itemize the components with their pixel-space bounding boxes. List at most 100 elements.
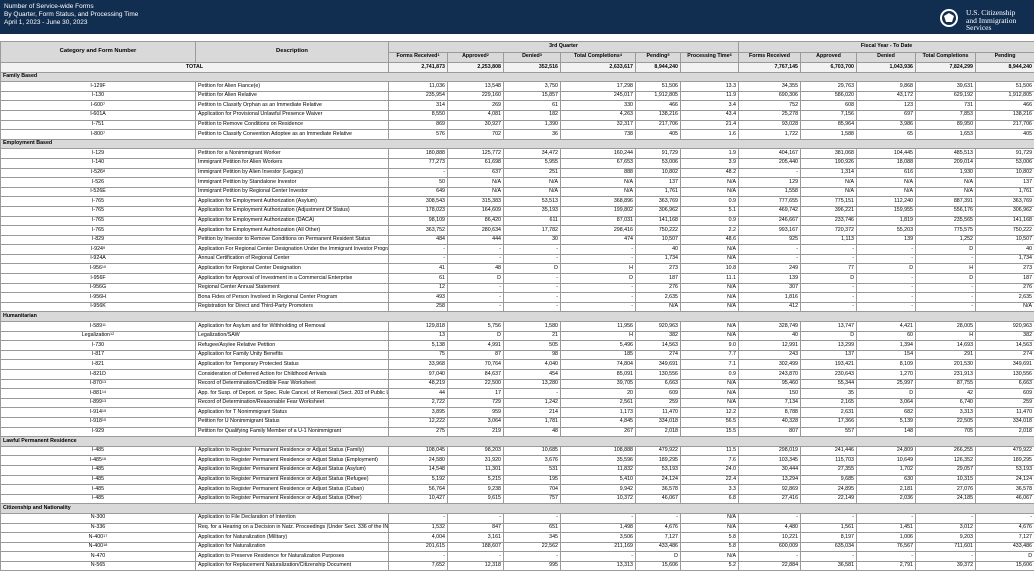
cell: D <box>801 274 857 284</box>
description: Application for Naturalization <box>196 542 389 552</box>
cell: 9,615 <box>448 494 504 504</box>
cell: - <box>916 552 976 562</box>
form: I-485 <box>90 457 102 463</box>
cell: 2,722 <box>389 398 448 408</box>
column-header: Processing Time6 <box>681 52 739 63</box>
form: I-929 <box>92 428 104 434</box>
cell <box>681 63 739 73</box>
cell: 130,556 <box>636 370 681 380</box>
form-number: I-87013 <box>1 379 196 389</box>
title-line: Number of Service-wide Forms <box>4 3 138 11</box>
cell: 1,498 <box>561 523 636 533</box>
cell: 85,091 <box>561 370 636 380</box>
description: Petition to Classify Convention Adoptee … <box>196 130 389 140</box>
agency-line: Services <box>966 24 1016 32</box>
form: I-485 <box>92 486 104 492</box>
cell: 269 <box>448 101 504 111</box>
cell: N/A <box>681 178 739 188</box>
cell: 266,255 <box>916 446 976 456</box>
cell: 1,816 <box>739 293 801 303</box>
cell: 137 <box>636 178 681 188</box>
cell: 24,185 <box>916 494 976 504</box>
cell: 3,064 <box>857 398 916 408</box>
cell: 1,722 <box>739 130 801 140</box>
form: I-140 <box>92 159 104 165</box>
form: I-129 <box>92 150 104 156</box>
cell: 920,963 <box>976 322 1034 332</box>
cell: 291 <box>916 350 976 360</box>
cell: - <box>561 552 636 562</box>
cell: - <box>504 513 561 523</box>
cell: 1.6 <box>681 130 739 140</box>
cell: 474 <box>561 235 636 245</box>
cell: 5,138 <box>389 341 448 351</box>
cell: 139 <box>857 235 916 245</box>
cell: - <box>389 245 448 255</box>
cell: 70,764 <box>448 360 504 370</box>
cell: 11,956 <box>561 322 636 332</box>
cell: - <box>504 552 561 562</box>
cell: - <box>504 283 561 293</box>
cell: N/A <box>916 187 976 197</box>
form-number: N-300 <box>1 513 196 523</box>
form-number: I-765 <box>1 206 196 216</box>
description: Application for Regional Center Designat… <box>196 264 389 274</box>
cell: 3,012 <box>916 523 976 533</box>
cell: 30,444 <box>739 465 801 475</box>
cell: N/A <box>681 187 739 197</box>
cell: 14,563 <box>636 341 681 351</box>
cell: 1,761 <box>976 187 1034 197</box>
cell: - <box>504 293 561 303</box>
section-title: Citizenship and Nationality <box>1 504 1034 514</box>
cell: 10.8 <box>681 264 739 274</box>
cell: 9,868 <box>857 82 916 92</box>
cell: 29,057 <box>916 465 976 475</box>
cell: - <box>389 513 448 523</box>
form-number: I-6007 <box>1 101 196 111</box>
cell: 711,601 <box>916 542 976 552</box>
cell: 25,997 <box>857 379 916 389</box>
cell: - <box>857 513 916 523</box>
cell: 959 <box>448 408 504 418</box>
form-number: I-956K <box>1 302 196 312</box>
cell: 29,763 <box>801 82 857 92</box>
cell: 27,076 <box>916 485 976 495</box>
cell: 847 <box>448 523 504 533</box>
cell: 479,922 <box>636 446 681 456</box>
cell: 1,734 <box>976 254 1034 264</box>
description: Immigrant Petition by Alien Investor (Le… <box>196 168 389 178</box>
footnote-mark: 15 <box>102 409 106 413</box>
cell: 405 <box>976 130 1034 140</box>
cell: 182 <box>504 110 561 120</box>
cell: 6.8 <box>681 494 739 504</box>
form-number: I-95610 <box>1 264 196 274</box>
cell: 3,506 <box>561 533 636 543</box>
footnote-mark: 9 <box>103 246 105 250</box>
footnote-mark: 16 <box>102 457 106 461</box>
cell: 682 <box>857 408 916 418</box>
cell: 280,634 <box>448 226 504 236</box>
cell: N/A <box>561 178 636 188</box>
cell: 314 <box>389 101 448 111</box>
cell: 164,609 <box>448 206 504 216</box>
form: I-765 <box>92 198 104 204</box>
cell: - <box>916 293 976 303</box>
cell: 245,017 <box>561 91 636 101</box>
form: I-881 <box>90 390 102 396</box>
description: Immigrant Petition by Standalone Investo… <box>196 178 389 188</box>
cell: 274 <box>636 350 681 360</box>
cell: N/A <box>681 552 739 562</box>
cell: 93,028 <box>739 120 801 130</box>
cell: - <box>916 302 976 312</box>
cell: 46,067 <box>636 494 681 504</box>
description: Application for Replacement Naturalizati… <box>196 561 389 571</box>
cell: 24,124 <box>636 475 681 485</box>
cell: 298,019 <box>739 446 801 456</box>
footnote-mark: 11 <box>102 323 106 327</box>
